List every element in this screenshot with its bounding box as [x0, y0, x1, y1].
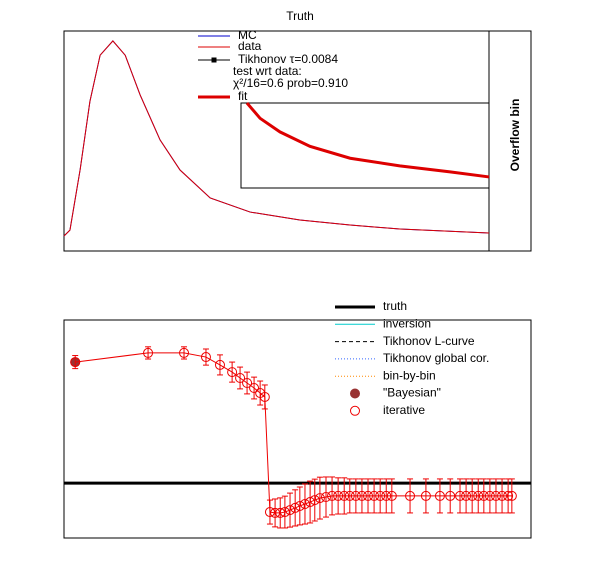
legend-marker — [350, 405, 360, 416]
point — [455, 490, 466, 501]
point — [285, 505, 296, 516]
top-frame — [63, 30, 532, 252]
point — [339, 490, 350, 501]
fit-curve — [245, 102, 490, 179]
point — [327, 490, 338, 501]
curve — [63, 40, 490, 237]
point — [179, 347, 190, 358]
point — [259, 391, 270, 402]
point — [497, 490, 508, 501]
point — [320, 492, 331, 503]
point — [200, 352, 211, 363]
point — [227, 367, 238, 378]
legend-label: Tikhonov L-curve — [383, 334, 475, 348]
point — [350, 490, 361, 501]
legend-label: iterative — [383, 403, 425, 417]
point — [235, 372, 246, 383]
point — [503, 490, 514, 501]
point — [473, 490, 484, 501]
point — [344, 490, 355, 501]
bottom-frame — [63, 319, 532, 539]
point — [434, 490, 445, 501]
legend-label: "Bayesian" — [383, 386, 441, 400]
point — [420, 490, 431, 501]
overflow-label: Overflow bin — [508, 99, 522, 172]
legend-label: truth — [383, 299, 407, 313]
point — [143, 347, 154, 358]
point — [279, 507, 290, 518]
chart-title: Truth — [286, 9, 314, 23]
point — [461, 490, 472, 501]
legend-marker — [211, 57, 217, 63]
point — [506, 490, 517, 501]
legend-label: Tikhonov τ=0.0084 — [238, 52, 338, 66]
point — [242, 378, 253, 389]
point — [478, 490, 489, 501]
point — [490, 490, 501, 501]
legend-label: bin-by-bin — [383, 368, 436, 382]
point — [333, 490, 344, 501]
point — [294, 500, 305, 511]
point — [249, 383, 260, 394]
point — [369, 490, 380, 501]
legend-label: fit — [238, 89, 248, 103]
point — [363, 490, 374, 501]
point — [381, 490, 392, 501]
connector — [75, 352, 512, 514]
inset-frame — [240, 102, 490, 189]
point — [405, 490, 416, 501]
point — [264, 507, 275, 518]
point — [299, 498, 310, 509]
point — [375, 490, 386, 501]
point — [467, 490, 478, 501]
legend-label: data — [238, 39, 262, 53]
point — [484, 490, 495, 501]
point — [214, 359, 225, 370]
point — [314, 493, 325, 504]
legend-marker — [350, 388, 360, 399]
point — [70, 357, 81, 368]
point — [356, 490, 367, 501]
annotation: χ²/16=0.6 prob=0.910 — [233, 76, 348, 90]
legend-label: MC — [238, 28, 257, 42]
legend-label: inversion — [383, 316, 431, 330]
point — [445, 490, 456, 501]
annotation: test wrt data: — [233, 64, 302, 78]
point — [386, 490, 397, 501]
legend-label: Tikhonov global cor. — [383, 351, 489, 365]
point — [270, 507, 281, 518]
point — [309, 495, 320, 506]
